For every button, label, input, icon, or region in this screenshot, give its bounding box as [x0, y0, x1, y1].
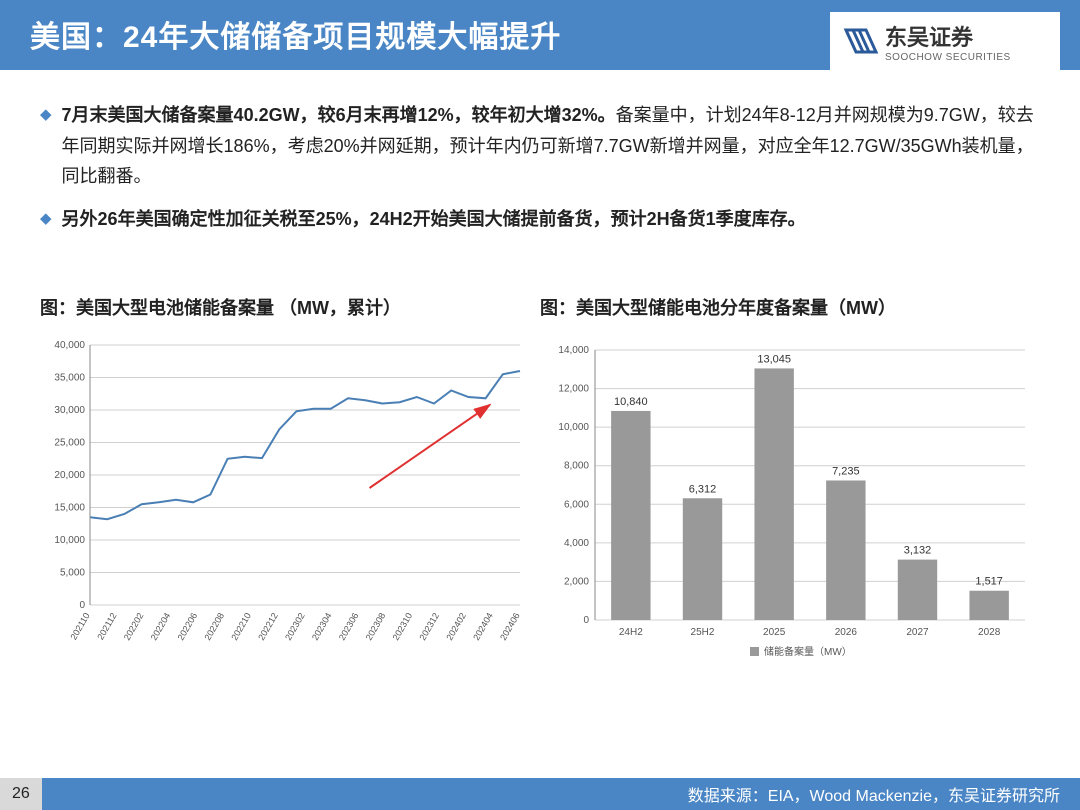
- svg-text:12,000: 12,000: [558, 384, 589, 395]
- svg-text:202308: 202308: [364, 611, 388, 642]
- svg-text:202304: 202304: [310, 611, 334, 642]
- body-content: ◆7月末美国大储备案量40.2GW，较6月末再增12%，较年初大增32%。备案量…: [0, 70, 1080, 680]
- svg-text:202206: 202206: [176, 611, 200, 642]
- svg-text:10,000: 10,000: [558, 423, 589, 434]
- logo-en: SOOCHOW SECURITIES: [885, 52, 1011, 63]
- bullet-text: 另外26年美国确定性加征关税至25%，24H2开始美国大储提前备货，预计2H备货…: [62, 204, 806, 235]
- svg-text:7,235: 7,235: [832, 466, 860, 478]
- svg-text:202302: 202302: [283, 611, 307, 642]
- bullet-item: ◆ 另外26年美国确定性加征关税至25%，24H2开始美国大储提前备货，预计2H备…: [40, 204, 1040, 235]
- footer-bar: 26 数据来源：EIA，Wood Mackenzie，东吴证券研究所: [0, 778, 1080, 810]
- svg-text:0: 0: [583, 615, 589, 626]
- chart2-block: 图：美国大型储能电池分年度备案量（MW） 0 2,000 4,000 6,000 8,0…: [540, 294, 1040, 680]
- svg-text:20,000: 20,000: [54, 470, 85, 481]
- svg-text:202310: 202310: [391, 611, 415, 642]
- svg-text:2,000: 2,000: [564, 577, 589, 588]
- svg-text:202208: 202208: [202, 611, 226, 642]
- svg-text:1,517: 1,517: [975, 576, 1003, 588]
- logo-text: 东吴证券 SOOCHOW SECURITIES: [885, 20, 1011, 63]
- svg-text:25H2: 25H2: [691, 627, 715, 638]
- svg-text:13,045: 13,045: [757, 354, 791, 366]
- page-number: 26: [0, 778, 42, 810]
- svg-text:202202: 202202: [122, 611, 146, 642]
- svg-text:202212: 202212: [256, 611, 280, 642]
- svg-text:2025: 2025: [763, 627, 786, 638]
- bullet-marker-icon: ◆: [40, 102, 52, 192]
- svg-text:6,000: 6,000: [564, 500, 589, 511]
- svg-text:25,000: 25,000: [54, 438, 85, 449]
- svg-text:8,000: 8,000: [564, 461, 589, 472]
- svg-text:储能备案量（MW）: 储能备案量（MW）: [764, 645, 852, 658]
- svg-text:5,000: 5,000: [60, 568, 85, 579]
- bullet-list: ◆7月末美国大储备案量40.2GW，较6月末再增12%，较年初大增32%。备案量…: [40, 100, 1040, 234]
- svg-text:10,840: 10,840: [614, 396, 648, 408]
- chart1-block: 图：美国大型电池储能备案量 （MW，累计） 0 5,000 10,000 15,000…: [40, 294, 540, 680]
- svg-text:202210: 202210: [229, 611, 253, 642]
- svg-text:0: 0: [79, 600, 85, 611]
- charts-row: 图：美国大型电池储能备案量 （MW，累计） 0 5,000 10,000 15,000…: [40, 294, 1040, 680]
- chart1-svg: 0 5,000 10,000 15,000 20,000 25,000 30,000 35,0…: [40, 335, 540, 680]
- logo-cn: 东吴证券: [885, 20, 1011, 52]
- svg-text:40,000: 40,000: [54, 340, 85, 351]
- svg-text:15,000: 15,000: [54, 503, 85, 514]
- slide-title: 美国：24年大储储备项目规模大幅提升: [30, 12, 561, 56]
- svg-text:14,000: 14,000: [558, 345, 589, 356]
- svg-text:202306: 202306: [337, 611, 361, 642]
- svg-text:3,132: 3,132: [904, 545, 932, 557]
- chart2-title: 图：美国大型储能电池分年度备案量（MW）: [540, 294, 1040, 320]
- svg-text:202402: 202402: [444, 611, 468, 642]
- svg-text:202406: 202406: [498, 611, 522, 642]
- svg-text:202312: 202312: [417, 611, 441, 642]
- header-bar: 美国：24年大储储备项目规模大幅提升 东吴证券 SOOCHOW SECURITI…: [0, 0, 1080, 70]
- svg-text:4,000: 4,000: [564, 538, 589, 549]
- svg-text:2026: 2026: [835, 627, 858, 638]
- svg-text:2027: 2027: [906, 627, 929, 638]
- svg-text:6,312: 6,312: [689, 484, 717, 496]
- bullet-item: ◆7月末美国大储备案量40.2GW，较6月末再增12%，较年初大增32%。备案量…: [40, 100, 1040, 192]
- data-source: 数据来源：EIA，Wood Mackenzie，东吴证券研究所: [688, 782, 1060, 806]
- logo-area: 东吴证券 SOOCHOW SECURITIES: [830, 10, 1060, 70]
- bullet-text: 7月末美国大储备案量40.2GW，较6月末再增12%，较年初大增32%。备案量中…: [62, 100, 1040, 192]
- svg-text:2028: 2028: [978, 627, 1001, 638]
- svg-text:202110: 202110: [68, 611, 91, 641]
- bullet-marker-icon: ◆: [40, 206, 52, 235]
- svg-text:10,000: 10,000: [54, 535, 85, 546]
- svg-text:24H2: 24H2: [619, 627, 643, 638]
- svg-text:202404: 202404: [471, 611, 495, 642]
- logo-icon: [840, 21, 880, 61]
- chart1-title: 图：美国大型电池储能备案量 （MW，累计）: [40, 294, 540, 320]
- svg-text:35,000: 35,000: [54, 373, 85, 384]
- svg-text:202204: 202204: [149, 611, 173, 642]
- svg-text:30,000: 30,000: [54, 405, 85, 416]
- chart2-svg: 0 2,000 4,000 6,000 8,000 10,000 12,000 14,000 1…: [540, 335, 1040, 680]
- svg-text:202112: 202112: [95, 611, 118, 641]
